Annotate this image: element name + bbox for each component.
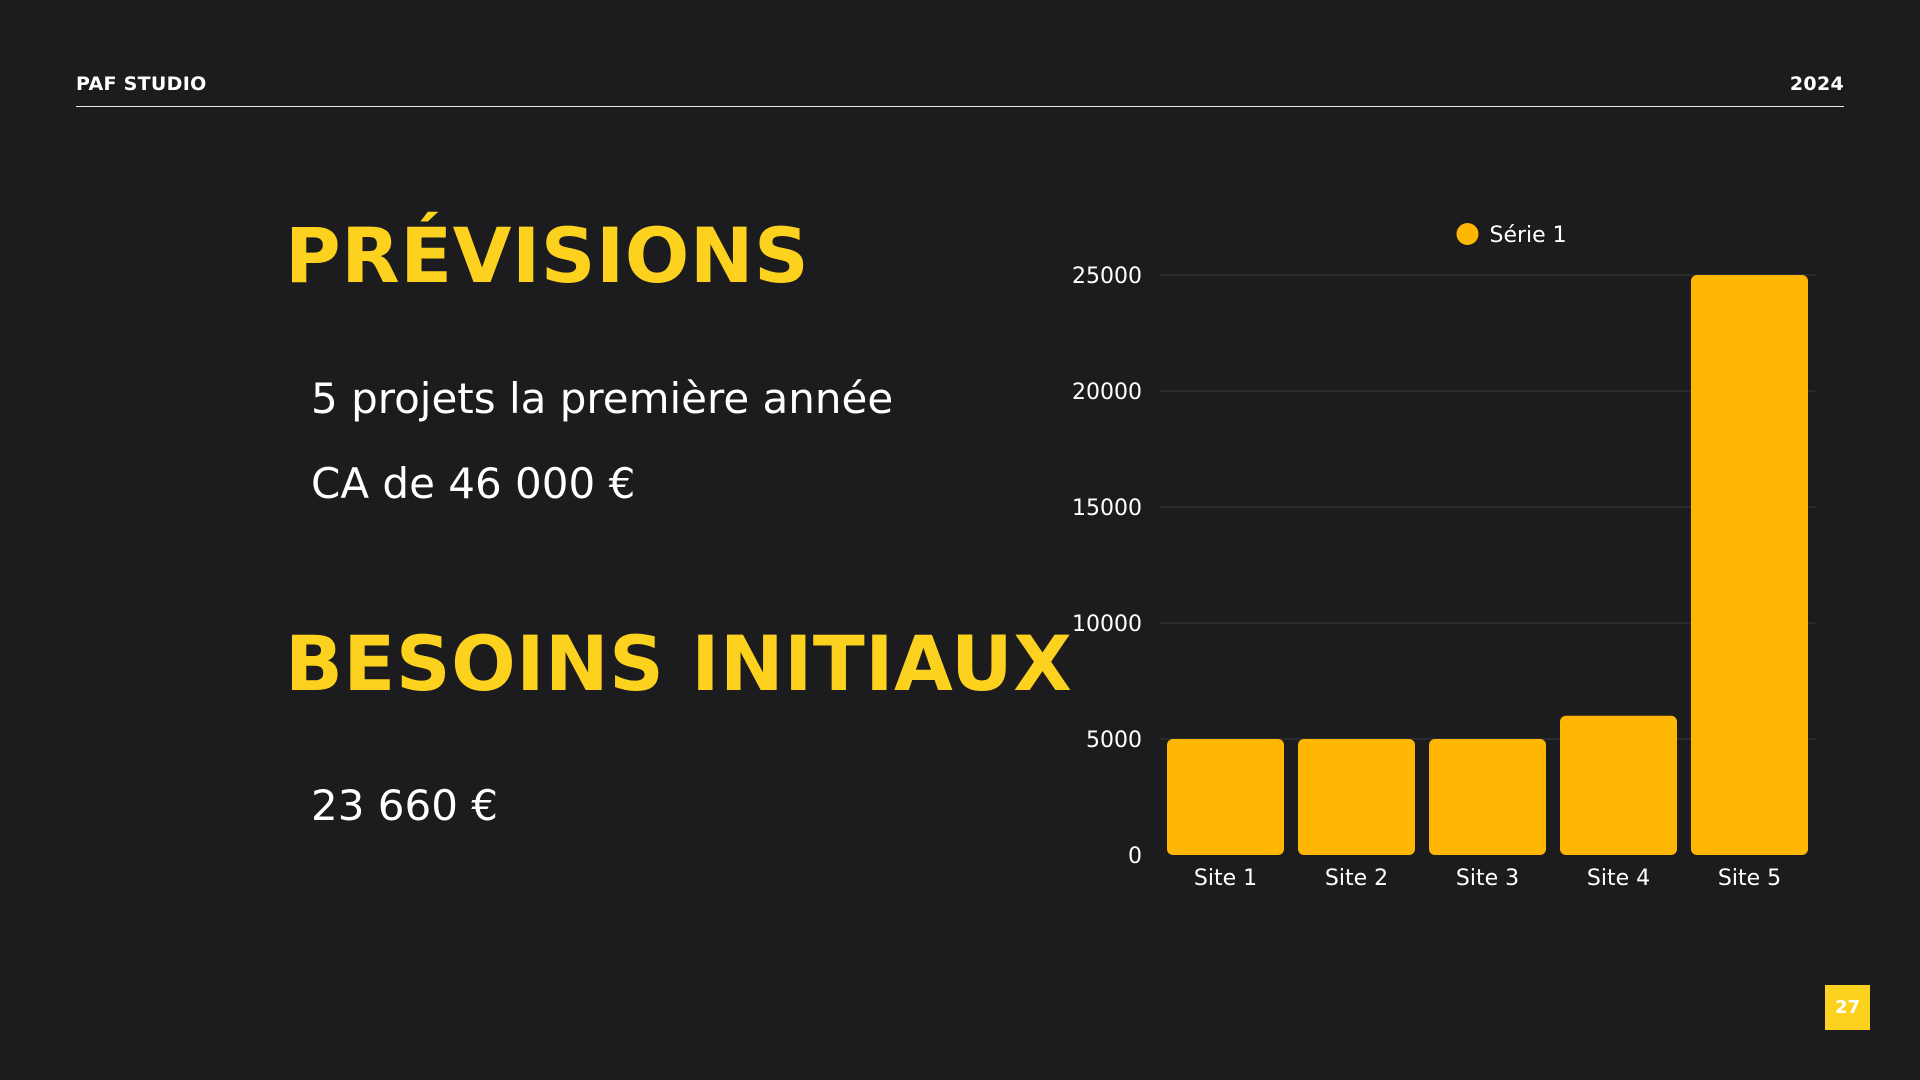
y-tick-label: 15000 bbox=[1072, 496, 1142, 521]
bar-site-3 bbox=[1429, 739, 1546, 855]
brand-name: PAF STUDIO bbox=[76, 73, 207, 95]
bar-site-5 bbox=[1691, 275, 1808, 855]
legend-label: Série 1 bbox=[1490, 223, 1567, 248]
header-divider bbox=[76, 106, 1844, 107]
bar-site-1 bbox=[1167, 739, 1284, 855]
y-tick-label: 25000 bbox=[1072, 264, 1142, 289]
y-tick-label: 10000 bbox=[1072, 612, 1142, 637]
y-tick-label: 20000 bbox=[1072, 380, 1142, 405]
bar-site-4 bbox=[1560, 715, 1677, 855]
x-tick-label: Site 3 bbox=[1456, 866, 1519, 891]
previsions-title: PRÉVISIONS bbox=[285, 211, 810, 300]
revenue-text: CA de 46 000 € bbox=[311, 459, 636, 508]
initial-needs-title: BESOINS INITIAUX bbox=[285, 619, 1073, 708]
initial-needs-amount: 23 660 € bbox=[311, 781, 499, 830]
y-tick-label: 5000 bbox=[1086, 728, 1142, 753]
page-number: 27 bbox=[1825, 985, 1870, 1030]
x-tick-label: Site 1 bbox=[1194, 866, 1257, 891]
projects-text: 5 projets la première année bbox=[311, 374, 894, 423]
bar-chart: 0 5000 10000 15000 20000 25000 Site 1 Site 2 Sit… bbox=[1072, 223, 1815, 891]
y-tick-label: 0 bbox=[1128, 844, 1142, 869]
legend-marker bbox=[1456, 223, 1479, 245]
year-label: 2024 bbox=[1789, 73, 1844, 95]
x-tick-label: Site 4 bbox=[1587, 866, 1650, 891]
x-tick-label: Site 2 bbox=[1325, 866, 1388, 891]
x-tick-label: Site 5 bbox=[1718, 866, 1781, 891]
bar-site-2 bbox=[1298, 739, 1415, 855]
